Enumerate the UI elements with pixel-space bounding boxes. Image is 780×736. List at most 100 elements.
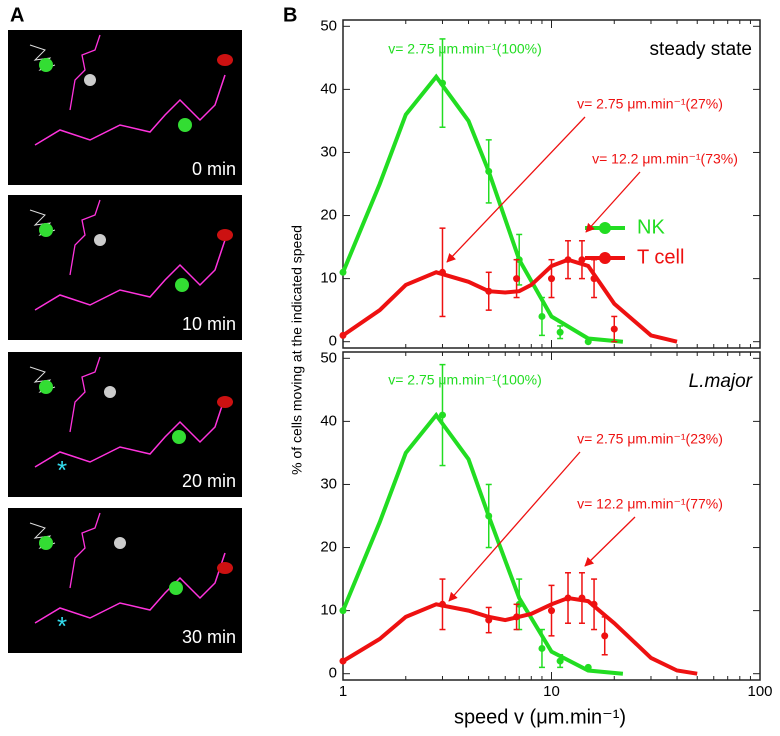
y-tick-label: 50 (320, 17, 337, 34)
y-tick-label: 10 (320, 270, 337, 287)
cell (39, 58, 53, 72)
fit-line (341, 411, 624, 676)
y-tick-label: 20 (320, 539, 337, 556)
marker-star: * (57, 455, 67, 485)
data-point (578, 594, 586, 602)
data-point (485, 512, 493, 520)
cell (217, 229, 233, 241)
data-point (548, 607, 555, 615)
data-point (438, 268, 446, 276)
cell (104, 386, 116, 398)
x-tick-label: 1 (339, 683, 347, 700)
y-tick-label: 40 (320, 80, 337, 97)
y-tick-label: 50 (320, 349, 337, 366)
cell-track (34, 239, 226, 311)
data-point (438, 411, 446, 419)
data-point (485, 287, 493, 295)
y-tick-label: 0 (329, 333, 337, 350)
data-point (513, 275, 521, 283)
cell (39, 536, 53, 550)
chart-label: steady state (650, 39, 752, 60)
cell-track (34, 552, 226, 624)
data-point (556, 328, 564, 336)
annotation-arrow (448, 451, 581, 602)
y-tick-label: 30 (320, 475, 337, 492)
data-point (513, 613, 521, 621)
microscopy-frame (8, 352, 242, 497)
time-label: 20 min (182, 471, 236, 491)
data-point (339, 657, 347, 665)
data-point (538, 644, 546, 652)
annotation: v= 2.75 μm.min⁻¹(23%) (577, 431, 723, 447)
annotation: v= 12.2 μm.min⁻¹(77%) (577, 496, 723, 512)
legend-label: NK (637, 216, 665, 238)
cell (172, 430, 186, 444)
panel-label: B (283, 4, 297, 26)
cell-track (69, 199, 101, 276)
x-tick-label: 100 (747, 683, 772, 700)
annotation: v= 12.2 μm.min⁻¹(73%) (592, 151, 738, 167)
data-point (538, 312, 546, 320)
microscopy-frame (8, 30, 242, 185)
data-point (339, 331, 347, 339)
cell (175, 278, 189, 292)
time-label: 0 min (192, 159, 236, 179)
marker-star: * (57, 611, 67, 641)
y-tick-label: 10 (320, 602, 337, 619)
cell-track (69, 512, 101, 589)
fit-line (341, 595, 698, 676)
data-point (590, 275, 598, 283)
microscopy-frame (8, 508, 242, 653)
data-point (578, 256, 586, 264)
plot-frame (342, 19, 761, 349)
x-tick-label: 10 (543, 683, 560, 700)
panel-label: A (10, 4, 24, 26)
data-point (590, 600, 598, 608)
y-tick-label: 0 (329, 665, 337, 682)
data-point (548, 275, 555, 283)
cell (169, 581, 183, 595)
data-point (339, 268, 347, 276)
legend-marker (599, 222, 611, 234)
data-point (584, 663, 592, 671)
y-tick-label: 40 (320, 412, 337, 429)
time-label: 10 min (182, 314, 236, 334)
y-tick-label: 20 (320, 207, 337, 224)
data-point (584, 338, 592, 346)
y-axis-label: % of cells moving at the indicated speed (289, 225, 305, 475)
x-axis-label: speed v (μm.min⁻¹) (454, 706, 626, 728)
data-point (485, 616, 493, 624)
annotation: v= 2.75 μm.min⁻¹(27%) (577, 96, 723, 112)
annotation: v= 2.75 μm.min⁻¹(100%) (388, 372, 542, 388)
data-point (564, 594, 572, 602)
cell (94, 234, 106, 246)
cell (178, 118, 192, 132)
legend-marker (599, 252, 611, 264)
cell (39, 223, 53, 237)
data-point (339, 607, 347, 615)
cell-track (69, 356, 101, 433)
time-label: 30 min (182, 627, 236, 647)
annotation: v= 2.75 μm.min⁻¹(100%) (388, 41, 542, 57)
data-point (556, 657, 564, 665)
cell (84, 74, 96, 86)
data-point (438, 79, 446, 87)
data-point (438, 600, 446, 608)
fit-line (341, 257, 678, 344)
y-tick-label: 30 (320, 143, 337, 160)
microscopy-frame (8, 195, 242, 340)
data-point (601, 632, 609, 640)
data-point (564, 256, 572, 264)
cell (217, 396, 233, 408)
annotation-arrow (584, 516, 636, 567)
cell (114, 537, 126, 549)
data-point (610, 325, 618, 333)
cell (39, 380, 53, 394)
fit-line (341, 73, 624, 344)
cell-track (34, 74, 226, 146)
annotation-arrow (585, 171, 641, 233)
data-point (485, 167, 493, 175)
legend-label: T cell (637, 246, 684, 268)
cell-track (69, 34, 101, 111)
